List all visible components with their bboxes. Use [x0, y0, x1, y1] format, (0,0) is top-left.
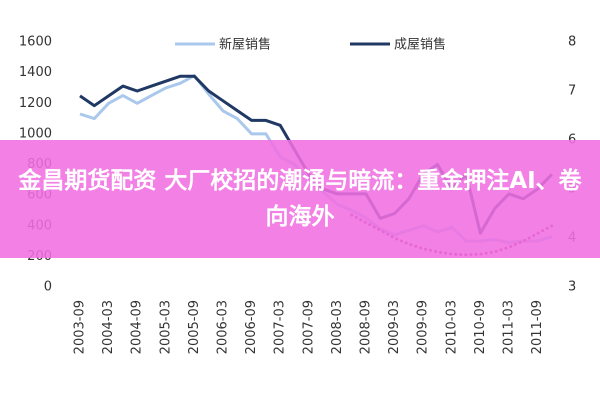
legend-label: 新屋销售: [219, 37, 271, 53]
y-tick-label: 1400: [19, 65, 52, 80]
x-tick-label: 2007-09: [301, 300, 316, 354]
x-tick-label: 2005-09: [187, 300, 202, 354]
y-tick-label: 1600: [19, 35, 52, 50]
y2-tick-label: 7: [568, 84, 576, 99]
x-tick-label: 2004-09: [130, 300, 145, 354]
x-tick-label: 2008-03: [330, 300, 345, 354]
y2-tick-label: 3: [568, 280, 576, 295]
x-tick-label: 2010-03: [444, 300, 459, 354]
x-tick-label: 2009-09: [416, 300, 431, 354]
x-tick-label: 2011-03: [502, 300, 517, 354]
overlay-banner: 金昌期货配资 大厂校招的潮涌与暗流：重金押注AI、卷向海外: [0, 140, 600, 258]
legend-label: 成屋销售: [394, 37, 446, 53]
y-tick-label: 1000: [19, 126, 52, 141]
x-tick-label: 2011-09: [530, 300, 545, 354]
x-tick-label: 2004-03: [101, 300, 116, 354]
x-tick-label: 2007-03: [273, 300, 288, 354]
x-tick-label: 2006-03: [216, 300, 231, 354]
y2-tick-label: 8: [568, 35, 576, 50]
x-tick-label: 2005-03: [158, 300, 173, 354]
x-tick-label: 2010-09: [473, 300, 488, 354]
x-tick-label: 2009-03: [387, 300, 402, 354]
x-tick-label: 2006-09: [244, 300, 259, 354]
y-tick-label: 0: [44, 280, 52, 295]
y-tick-label: 1200: [19, 96, 52, 111]
x-tick-label: 2003-09: [73, 300, 88, 354]
x-tick-label: 2008-09: [359, 300, 374, 354]
